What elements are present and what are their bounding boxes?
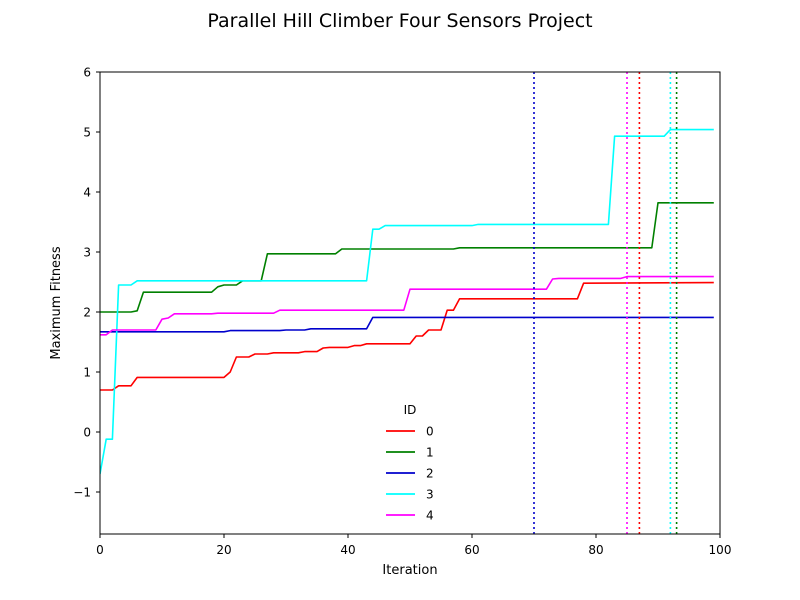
- legend-label-1: 1: [426, 446, 434, 460]
- x-axis-label: Iteration: [382, 563, 437, 578]
- y-tick-label: 5: [83, 126, 91, 140]
- x-tick-label: 100: [709, 543, 732, 557]
- y-tick-label: 6: [83, 66, 91, 80]
- legend-title: ID: [404, 403, 417, 417]
- series-group: [100, 72, 714, 534]
- series-line-2: [100, 316, 714, 333]
- axes-frame: [99, 71, 721, 535]
- x-tick-label: 60: [464, 543, 479, 557]
- x-tick-label: 20: [216, 543, 231, 557]
- plot-area: 0 20 40 60 80 100 −1 0 1 2 3 4 5 6 ID 0 1 2 3 4: [73, 66, 731, 558]
- legend: ID 0 1 2 3 4: [386, 403, 434, 523]
- chart-title: Parallel Hill Climber Four Sensors Proje…: [207, 10, 592, 32]
- x-tick-label: 80: [588, 543, 603, 557]
- y-tick-label: 1: [83, 366, 91, 380]
- legend-label-0: 0: [426, 425, 434, 439]
- legend-label-3: 3: [426, 488, 434, 502]
- y-tick-label: 4: [83, 186, 91, 200]
- y-tick-label: 2: [83, 306, 91, 320]
- series-line-0: [100, 281, 714, 391]
- x-tick-label: 0: [96, 543, 104, 557]
- y-tick-label: 3: [83, 246, 91, 260]
- legend-label-4: 4: [426, 509, 434, 523]
- series-line-4: [100, 275, 714, 336]
- y-axis-label: Maximum Fitness: [49, 246, 64, 359]
- x-tick-label: 40: [340, 543, 355, 557]
- series-line-3: [100, 128, 714, 475]
- y-tick-label: 0: [83, 426, 91, 440]
- legend-label-2: 2: [426, 467, 434, 481]
- y-tick-label: −1: [73, 486, 91, 500]
